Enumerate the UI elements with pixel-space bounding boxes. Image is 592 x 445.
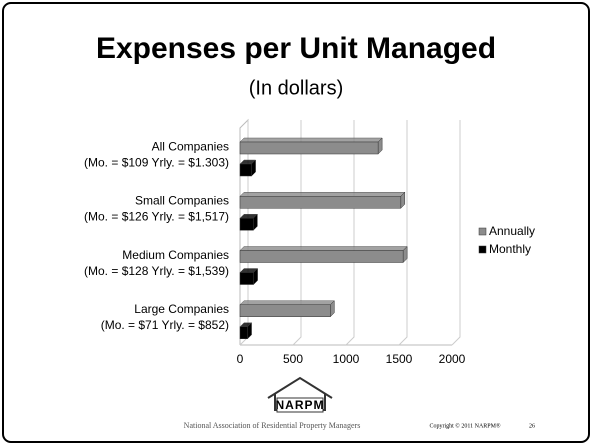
bar-face xyxy=(239,192,406,197)
bar xyxy=(239,245,408,264)
category-note: (Mo. = $128 Yrly. = $1,539) xyxy=(84,264,229,278)
grid-line xyxy=(451,120,461,346)
bar xyxy=(239,267,259,286)
bar xyxy=(239,191,406,209)
bar-face xyxy=(239,250,404,263)
bar xyxy=(239,159,257,177)
bar-face xyxy=(239,141,379,155)
bar-face xyxy=(239,137,383,143)
footer-organization: National Association of Residential Prop… xyxy=(184,421,361,430)
chart-title: Expenses per Unit Managed xyxy=(96,32,496,65)
logo xyxy=(267,376,333,413)
bar xyxy=(239,322,253,340)
category-label: Medium Companies xyxy=(122,248,229,262)
footer-copyright: Copyright © 2011 NARPM® xyxy=(429,422,501,429)
bar-face xyxy=(239,300,335,305)
category-label: Large Companies xyxy=(134,302,229,316)
grid-line xyxy=(398,120,408,346)
category-label: Small Companies xyxy=(135,194,229,208)
legend-swatch xyxy=(478,227,487,236)
bar xyxy=(239,300,335,318)
logo-text: NARPM xyxy=(276,398,325,412)
x-tick-label: 1000 xyxy=(333,352,360,366)
chart-subtitle: (In dollars) xyxy=(249,77,343,99)
bar-face xyxy=(239,326,248,339)
bar-face xyxy=(239,246,408,251)
category-note: (Mo. = $71 Yrly. = $852) xyxy=(101,318,229,332)
legend-swatch xyxy=(478,245,487,254)
x-tick-label: 0 xyxy=(237,352,244,366)
bar-face xyxy=(239,196,402,209)
x-tick-label: 2000 xyxy=(439,352,466,366)
legend-label: Monthly xyxy=(489,242,531,256)
category-note: (Mo. = $109 Yrly. = $1.303) xyxy=(84,155,229,169)
legend-label: Annually xyxy=(489,224,535,238)
page-number: 26 xyxy=(529,423,535,429)
bar-face xyxy=(239,218,254,231)
bar-face xyxy=(239,272,254,285)
bar-face xyxy=(239,304,331,317)
bar xyxy=(239,137,383,155)
category-note: (Mo. = $126 Yrly. = $1,517) xyxy=(84,210,229,224)
x-tick-label: 500 xyxy=(283,352,303,366)
bar-face xyxy=(239,163,252,177)
category-label: All Companies xyxy=(152,139,229,153)
bar xyxy=(239,213,258,231)
x-tick-label: 1500 xyxy=(386,352,413,366)
